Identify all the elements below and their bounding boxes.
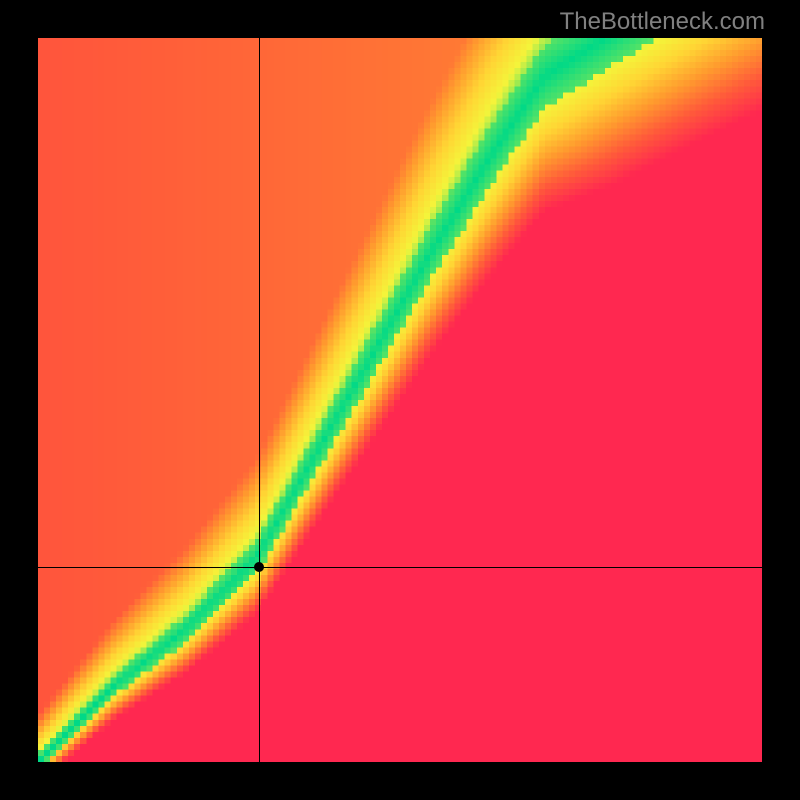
data-point-marker <box>254 562 264 572</box>
crosshair-horizontal <box>38 567 762 568</box>
heatmap-plot <box>38 38 762 762</box>
watermark-text: TheBottleneck.com <box>560 8 765 36</box>
heatmap-canvas <box>38 38 762 762</box>
crosshair-vertical <box>259 38 260 762</box>
